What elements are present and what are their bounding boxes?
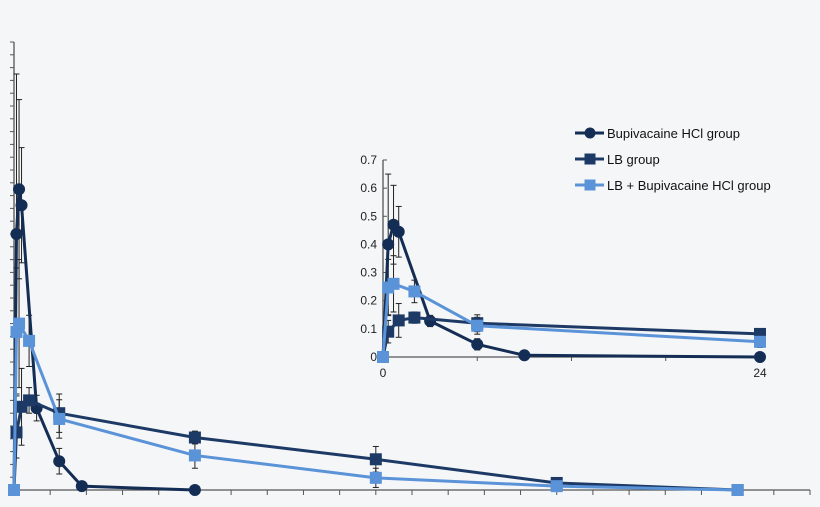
data-point [10, 228, 23, 240]
data-point [13, 183, 26, 196]
data-point [392, 225, 405, 238]
data-point [23, 334, 36, 347]
data-point [408, 285, 421, 298]
data-point [392, 314, 405, 327]
data-point [10, 325, 23, 338]
data-point [53, 455, 66, 468]
legend-label: LB + Bupivacaine HCl group [607, 178, 771, 193]
y-tick-label: 0 [370, 350, 377, 364]
inset-plot: 0 0.1 0.2 0.3 0.4 0.5 0.6 0.7 0 24 [360, 153, 767, 380]
x-tick-label: 0 [380, 366, 387, 380]
data-point [75, 480, 88, 493]
legend-item-lb-bupivacaine: LB + Bupivacaine HCl group [575, 178, 771, 193]
y-tick-label: 0.6 [360, 181, 377, 195]
y-tick-label: 0.4 [360, 237, 377, 251]
x-tick-label: 24 [753, 366, 767, 380]
data-point [188, 449, 201, 462]
data-point [8, 484, 20, 496]
y-tick-label: 0.2 [360, 294, 377, 308]
data-point [188, 484, 201, 496]
data-point [408, 311, 421, 324]
data-point [369, 453, 382, 466]
data-point [387, 277, 400, 290]
legend-marker-square [584, 153, 596, 165]
series-line-2 [381, 282, 761, 358]
data-point [10, 426, 23, 439]
data-point [754, 351, 766, 363]
data-point [377, 351, 389, 363]
y-tick-label: 0.5 [360, 209, 377, 223]
legend-label: Bupivacaine HCl group [607, 126, 740, 141]
y-tick-label: 0.1 [360, 322, 377, 336]
legend: Bupivacaine HCl group LB group LB + Bupi… [575, 126, 771, 193]
data-point [15, 199, 28, 212]
data-point [754, 335, 766, 348]
data-point [13, 317, 26, 330]
series-line-0 [12, 187, 195, 492]
main-plot [8, 41, 811, 496]
legend-label: LB group [607, 152, 660, 167]
data-point [471, 338, 484, 351]
legend-item-bupivacaine: Bupivacaine HCl group [575, 126, 740, 141]
data-point [424, 314, 437, 327]
legend-marker-circle [584, 127, 596, 139]
legend-marker-square [584, 179, 596, 191]
data-point [471, 319, 484, 332]
data-point [23, 394, 36, 407]
y-tick-label: 0.3 [360, 266, 377, 280]
y-tick-label: 0.7 [360, 153, 377, 167]
data-point [382, 238, 395, 251]
data-point [188, 431, 201, 444]
data-point [518, 349, 531, 362]
data-point [53, 412, 66, 425]
data-point [731, 484, 744, 496]
legend-item-lb: LB group [575, 152, 660, 167]
data-point [369, 471, 382, 484]
data-point [550, 480, 563, 493]
